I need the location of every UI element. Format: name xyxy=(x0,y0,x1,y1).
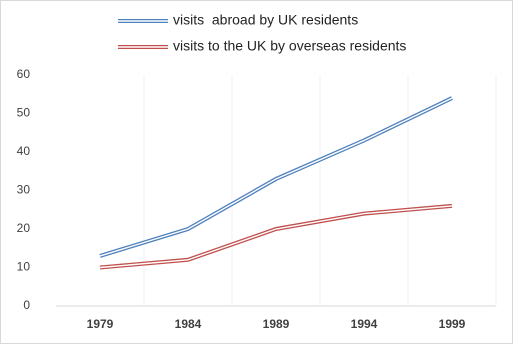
y-tick-label: 60 xyxy=(17,67,31,81)
y-tick-label: 30 xyxy=(17,183,31,197)
x-tick-label: 1979 xyxy=(87,317,114,331)
x-tick-label: 1984 xyxy=(175,317,202,331)
x-tick-label: 1989 xyxy=(263,317,290,331)
x-tick-label: 1994 xyxy=(351,317,378,331)
series-line-inner xyxy=(99,97,453,257)
series-line-inner xyxy=(99,205,453,269)
y-tick-label: 20 xyxy=(17,221,31,235)
chart-border xyxy=(0,0,513,344)
legend-label: visits to the UK by overseas residents xyxy=(173,38,406,54)
y-tick-label: 40 xyxy=(17,144,31,158)
legend-label: visits abroad by UK residents xyxy=(173,12,358,28)
y-tick-label: 50 xyxy=(17,106,31,120)
y-tick-label: 0 xyxy=(23,298,30,312)
y-tick-label: 10 xyxy=(17,260,31,274)
x-tick-label: 1999 xyxy=(439,317,466,331)
